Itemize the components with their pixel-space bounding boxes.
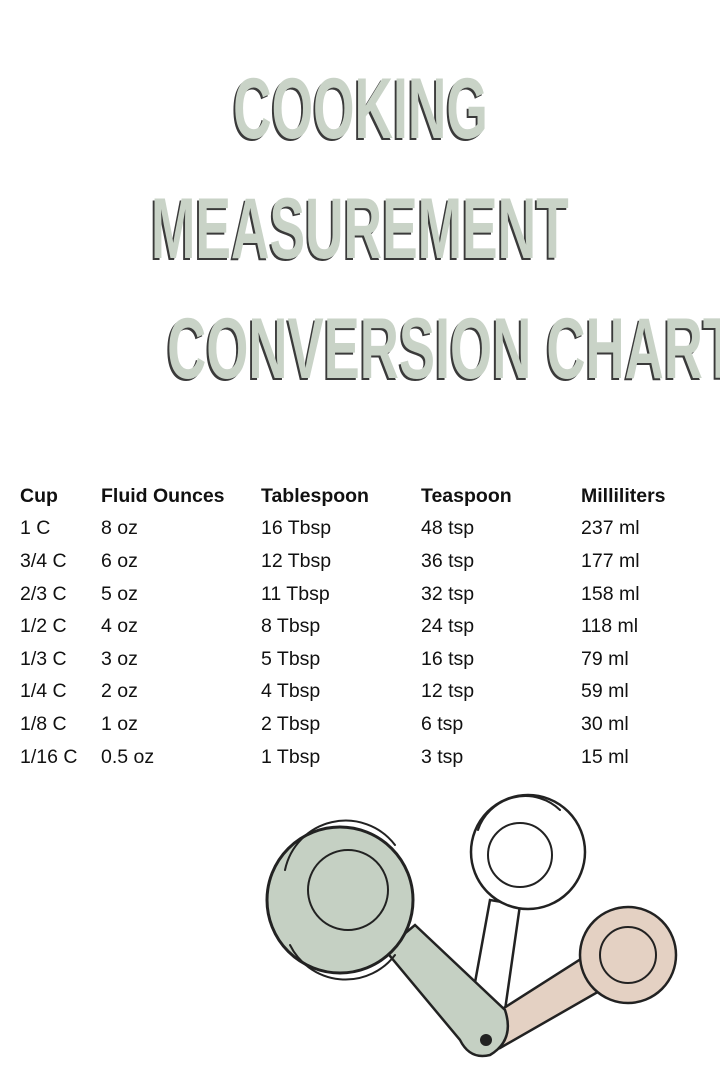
header-cup: Cup bbox=[20, 484, 58, 507]
table-cell: 1 Tbsp bbox=[261, 745, 321, 768]
title-line-2: MEASUREMENT bbox=[0, 186, 720, 272]
table-row: 1 C 8 oz 16 Tbsp 48 tsp 237 ml bbox=[20, 513, 711, 546]
title-text: MEASUREMENT bbox=[151, 181, 569, 277]
table-cell: 158 ml bbox=[581, 582, 640, 605]
table-cell: 8 oz bbox=[101, 517, 138, 540]
table-row: 3/4 C 6 oz 12 Tbsp 36 tsp 177 ml bbox=[20, 545, 711, 578]
table-cell: 12 Tbsp bbox=[261, 549, 332, 572]
table-row: 2/3 C 5 oz 11 Tbsp 32 tsp 158 ml bbox=[20, 578, 711, 611]
table-cell: 11 Tbsp bbox=[261, 582, 330, 605]
table-cell: 1/16 C bbox=[20, 745, 78, 768]
title-line-3: CONVERSION CHART bbox=[0, 306, 720, 392]
table-cell: 1 C bbox=[20, 517, 51, 540]
title-text: CONVERSION CHART bbox=[167, 301, 720, 397]
table-cell: 8 Tbsp bbox=[261, 615, 321, 638]
table-cell: 6 tsp bbox=[421, 712, 464, 735]
table-cell: 1/3 C bbox=[20, 647, 67, 670]
table-cell: 2 oz bbox=[101, 680, 138, 703]
table-row: 1/3 C 3 oz 5 Tbsp 16 tsp 79 ml bbox=[20, 643, 711, 676]
table-cell: 16 Tbsp bbox=[261, 517, 332, 540]
header-teaspoon: Teaspoon bbox=[421, 484, 512, 507]
conversion-table: Cup Fluid Ounces Tablespoon Teaspoon Mil… bbox=[20, 480, 711, 773]
table-cell: 30 ml bbox=[581, 712, 629, 735]
green-cup bbox=[265, 819, 415, 981]
table-cell: 5 Tbsp bbox=[261, 647, 321, 670]
table-cell: 36 tsp bbox=[421, 549, 475, 572]
table-cell: 4 oz bbox=[101, 615, 138, 638]
table-cell: 237 ml bbox=[581, 517, 640, 540]
table-cell: 2/3 C bbox=[20, 582, 67, 605]
table-cell: 0.5 oz bbox=[101, 745, 155, 768]
table-cell: 3/4 C bbox=[20, 549, 67, 572]
table-cell: 16 tsp bbox=[421, 647, 475, 670]
table-cell: 5 oz bbox=[101, 582, 138, 605]
table-row: 1/16 C 0.5 oz 1 Tbsp 3 tsp 15 ml bbox=[20, 741, 711, 774]
header-milliliters: Milliliters bbox=[581, 484, 666, 507]
header-tablespoon: Tablespoon bbox=[261, 484, 369, 507]
rivet bbox=[480, 1034, 492, 1046]
table-cell: 32 tsp bbox=[421, 582, 475, 605]
table-cell: 12 tsp bbox=[421, 680, 475, 703]
white-cup bbox=[469, 793, 587, 911]
table-cell: 1/4 C bbox=[20, 680, 67, 703]
table-cell: 3 oz bbox=[101, 647, 138, 670]
green-cup-handle bbox=[383, 923, 510, 1058]
table-cell: 24 tsp bbox=[421, 615, 475, 638]
table-cell: 118 ml bbox=[581, 615, 639, 638]
peach-cup bbox=[578, 905, 678, 1005]
table-cell: 177 ml bbox=[581, 549, 640, 572]
table-cell: 1 oz bbox=[101, 712, 138, 735]
table-header-row: Cup Fluid Ounces Tablespoon Teaspoon Mil… bbox=[20, 480, 711, 513]
table-cell: 15 ml bbox=[581, 745, 629, 768]
table-cell: 4 Tbsp bbox=[261, 680, 321, 703]
table-cell: 1/2 C bbox=[20, 615, 67, 638]
table-row: 1/2 C 4 oz 8 Tbsp 24 tsp 118 ml bbox=[20, 610, 711, 643]
header-fluid-ounces: Fluid Ounces bbox=[101, 484, 225, 507]
table-cell: 2 Tbsp bbox=[261, 712, 321, 735]
table-cell: 79 ml bbox=[581, 647, 629, 670]
table-cell: 59 ml bbox=[581, 680, 629, 703]
title-line-1: COOKING bbox=[0, 66, 720, 152]
table-cell: 1/8 C bbox=[20, 712, 67, 735]
table-cell: 3 tsp bbox=[421, 745, 464, 768]
table-cell: 48 tsp bbox=[421, 517, 475, 540]
table-cell: 6 oz bbox=[101, 549, 138, 572]
title-text: COOKING bbox=[232, 61, 488, 157]
table-row: 1/8 C 1 oz 2 Tbsp 6 tsp 30 ml bbox=[20, 708, 711, 741]
table-row: 1/4 C 2 oz 4 Tbsp 12 tsp 59 ml bbox=[20, 676, 711, 709]
